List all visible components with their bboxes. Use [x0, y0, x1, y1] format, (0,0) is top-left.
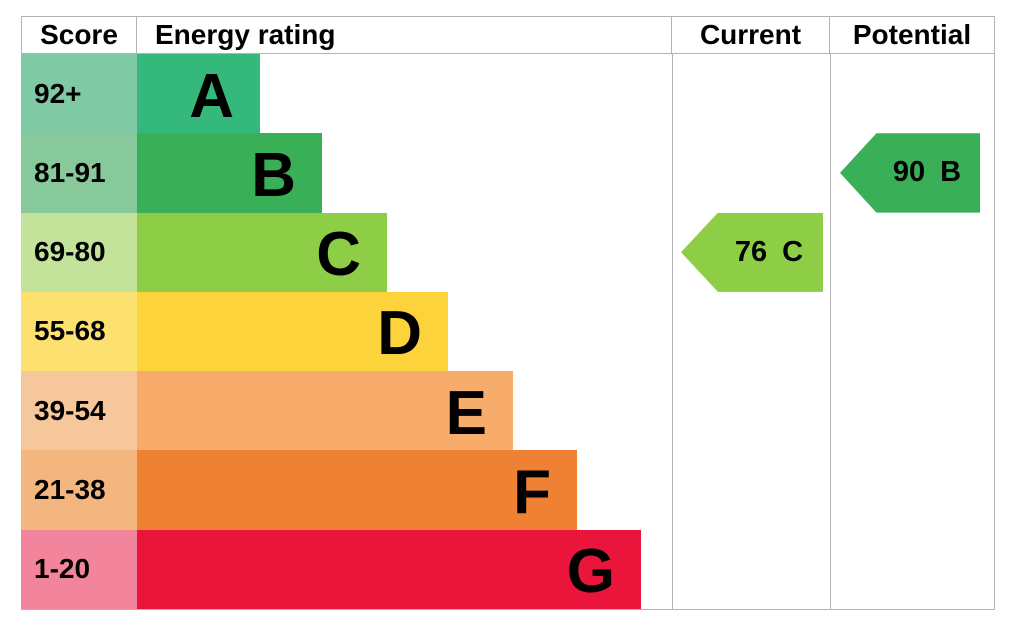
current-cell-d — [672, 291, 830, 372]
potential-cell-e — [830, 371, 995, 451]
band-letter-f: F — [513, 458, 551, 528]
current-cell-f — [672, 450, 830, 530]
potential-cell-a — [830, 54, 995, 134]
score-range-d: 55-68 — [21, 291, 137, 372]
current-score-value: 76 — [734, 235, 768, 268]
epc-table: Score Energy rating Current Potential 92… — [21, 16, 995, 610]
score-range-f: 21-38 — [21, 450, 137, 530]
band-row-e: 39-54 E — [21, 371, 995, 451]
band-bar-g: G — [137, 529, 641, 609]
header-score: Score — [21, 16, 137, 54]
current-cell-g — [672, 529, 830, 609]
current-cell-a — [672, 54, 830, 134]
current-cell-c: 76 C — [672, 212, 830, 292]
header-current: Current — [672, 16, 830, 54]
band-letter-b: B — [251, 140, 296, 210]
potential-cell-f — [830, 450, 995, 530]
band-row-f: 21-38 F — [21, 450, 995, 530]
current-rating-arrow: 76 C — [681, 212, 823, 292]
current-band-letter: C — [782, 235, 804, 268]
band-row-c: 69-80 C 76 C — [21, 212, 995, 292]
band-letter-g: G — [566, 537, 615, 607]
band-bar-a: A — [137, 54, 260, 134]
band-bar-c: C — [137, 212, 387, 292]
band-bar-f: F — [137, 450, 577, 530]
band-row-a: 92+ A — [21, 54, 995, 134]
band-letter-d: D — [377, 299, 422, 369]
header-potential: Potential — [830, 16, 995, 54]
table-header-row: Score Energy rating Current Potential — [21, 16, 995, 54]
potential-rating-arrow: 90 B — [840, 133, 980, 213]
band-row-g: 1-20 G — [21, 529, 995, 609]
potential-cell-g — [830, 529, 995, 609]
score-range-e: 39-54 — [21, 371, 137, 451]
band-letter-c: C — [316, 220, 361, 290]
band-bar-b: B — [137, 133, 322, 213]
current-cell-b — [672, 133, 830, 213]
header-energy-rating: Energy rating — [137, 16, 672, 54]
band-letter-a: A — [189, 61, 234, 131]
score-range-c: 69-80 — [21, 212, 137, 292]
band-letter-e: E — [445, 378, 487, 448]
potential-band-letter: B — [940, 156, 962, 189]
potential-cell-c — [830, 212, 995, 292]
band-bar-d: D — [137, 291, 448, 372]
potential-cell-d — [830, 291, 995, 372]
potential-cell-b: 90 B — [830, 133, 995, 213]
band-bar-e: E — [137, 371, 513, 451]
score-range-b: 81-91 — [21, 133, 137, 213]
band-row-d: 55-68 D — [21, 291, 995, 372]
current-cell-e — [672, 371, 830, 451]
score-range-g: 1-20 — [21, 529, 137, 609]
band-row-b: 81-91 B 90 B — [21, 133, 995, 213]
potential-score-value: 90 — [892, 156, 926, 189]
score-range-a: 92+ — [21, 54, 137, 134]
